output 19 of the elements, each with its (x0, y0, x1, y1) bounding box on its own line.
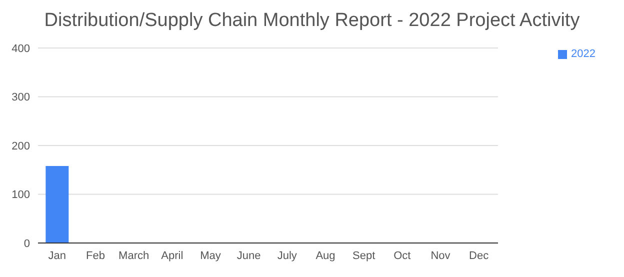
y-tick-label: 300 (12, 92, 30, 104)
y-tick-label: 200 (12, 140, 30, 152)
x-tick-label: June (236, 250, 261, 262)
x-tick-label: Sept (352, 250, 376, 262)
x-tick-label: Aug (316, 250, 336, 262)
x-tick-label: April (161, 250, 184, 262)
legend-label: 2022 (571, 48, 596, 60)
x-tick-label: Oct (394, 250, 411, 262)
chart-title: Distribution/Supply Chain Monthly Report - 2022 Project Activity (43, 9, 581, 33)
x-tick-label: Nov (430, 250, 451, 262)
x-tick-label: July (277, 250, 298, 262)
x-tick-label: March (118, 250, 150, 262)
x-tick-label: Feb (86, 250, 105, 262)
y-tick-label: 100 (12, 189, 30, 202)
x-tick-label: Dec (469, 250, 490, 262)
y-tick-label: 0 (24, 238, 30, 250)
y-tick-label: 400 (12, 42, 30, 55)
x-tick-label: Jan (48, 250, 66, 262)
x-tick-label: May (200, 250, 222, 262)
